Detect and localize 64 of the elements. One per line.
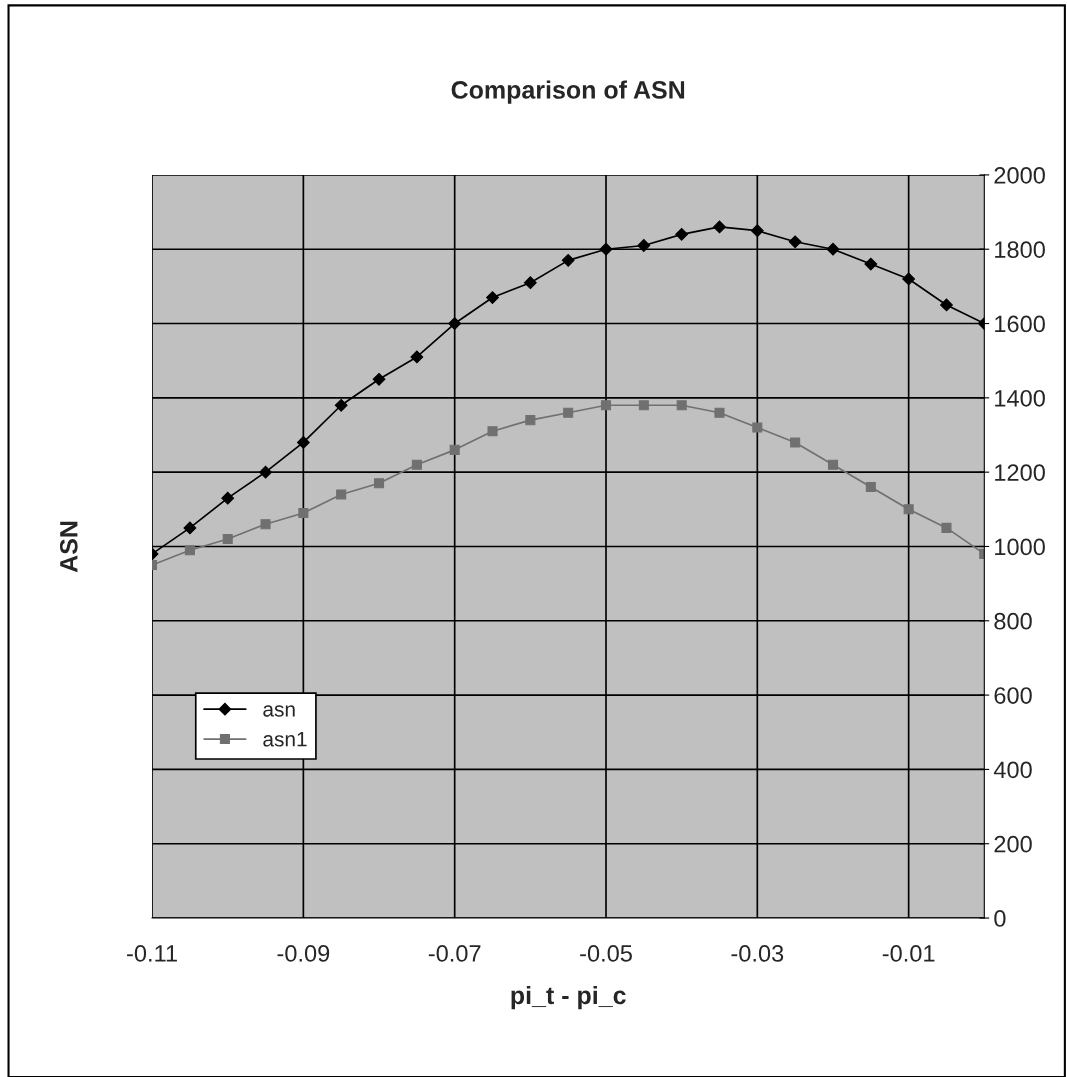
point (561, 253, 575, 267)
point (260, 519, 271, 530)
point (864, 257, 878, 271)
legend-label: asn (263, 705, 295, 717)
point (525, 415, 536, 426)
x-tick-label: -0.03 (731, 945, 784, 962)
point (298, 508, 309, 519)
point (221, 491, 235, 505)
point (902, 272, 916, 286)
y-tick-label: 2000 (994, 166, 1045, 184)
point (826, 242, 840, 256)
x-tick-label: -0.05 (580, 945, 632, 962)
point (563, 407, 574, 418)
legend-label: asn1 (263, 732, 307, 747)
x-tick-label: -0.07 (428, 945, 481, 962)
point (448, 317, 462, 330)
y-axis-title: ASN (59, 521, 78, 573)
point (675, 227, 689, 241)
y-tick-label: 0 (994, 910, 1006, 927)
point (523, 276, 537, 290)
chart-title: Comparison of ASN (451, 80, 685, 104)
y-tick-label: 400 (993, 761, 1032, 779)
y-tick-label: 1200 (995, 464, 1045, 481)
point (296, 436, 310, 449)
point (259, 465, 272, 479)
x-tick-label: -0.11 (127, 945, 177, 962)
point (714, 407, 725, 418)
point (827, 459, 839, 470)
y-tick-label: 1000 (995, 538, 1045, 556)
point (183, 521, 197, 535)
x-tick-label: -0.09 (277, 945, 330, 962)
point (373, 478, 385, 489)
y-tick-label: 1400 (995, 389, 1045, 407)
point (487, 426, 498, 437)
point (599, 242, 613, 256)
point (940, 298, 953, 312)
point (600, 400, 612, 411)
y-tick-label: 800 (994, 612, 1032, 630)
point (411, 459, 422, 470)
point (637, 239, 651, 252)
point (941, 522, 952, 533)
point (788, 235, 802, 249)
y-tick-label: 1800 (995, 241, 1045, 259)
x-axis-title: pi_t - pi_c (511, 985, 626, 1010)
point (750, 224, 764, 238)
point (676, 400, 687, 411)
point (486, 291, 499, 304)
point (790, 437, 801, 448)
point (752, 422, 763, 433)
y-tick-label: 200 (994, 835, 1032, 853)
point (713, 220, 726, 234)
point (222, 534, 233, 545)
point (336, 489, 347, 500)
y-tick-label: 1600 (995, 315, 1045, 333)
point (865, 481, 876, 493)
point (903, 504, 914, 515)
x-tick-label: -0.01 (882, 945, 935, 962)
point (638, 400, 649, 411)
point (184, 545, 195, 556)
point (449, 444, 460, 455)
point (334, 398, 348, 412)
y-tick-label: 600 (994, 687, 1032, 704)
point (410, 350, 424, 364)
point (372, 372, 386, 386)
